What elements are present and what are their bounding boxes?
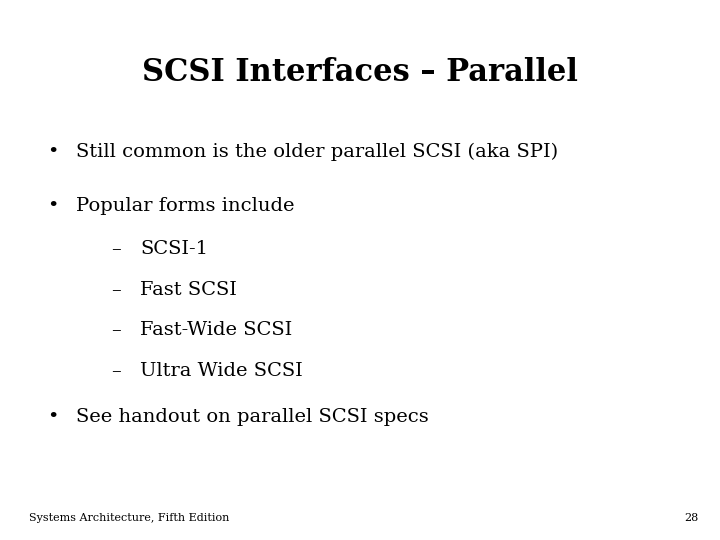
Text: See handout on parallel SCSI specs: See handout on parallel SCSI specs (76, 408, 428, 426)
Text: Fast-Wide SCSI: Fast-Wide SCSI (140, 321, 292, 339)
Text: Systems Architecture, Fifth Edition: Systems Architecture, Fifth Edition (29, 512, 229, 523)
Text: 28: 28 (684, 512, 698, 523)
Text: •: • (47, 197, 58, 215)
Text: Ultra Wide SCSI: Ultra Wide SCSI (140, 362, 303, 380)
Text: SCSI Interfaces – Parallel: SCSI Interfaces – Parallel (142, 57, 578, 87)
Text: –: – (112, 281, 122, 299)
Text: –: – (112, 240, 122, 258)
Text: –: – (112, 362, 122, 380)
Text: –: – (112, 321, 122, 339)
Text: Popular forms include: Popular forms include (76, 197, 294, 215)
Text: SCSI-1: SCSI-1 (140, 240, 208, 258)
Text: •: • (47, 408, 58, 426)
Text: Fast SCSI: Fast SCSI (140, 281, 238, 299)
Text: Still common is the older parallel SCSI (aka SPI): Still common is the older parallel SCSI … (76, 143, 558, 161)
Text: •: • (47, 143, 58, 161)
